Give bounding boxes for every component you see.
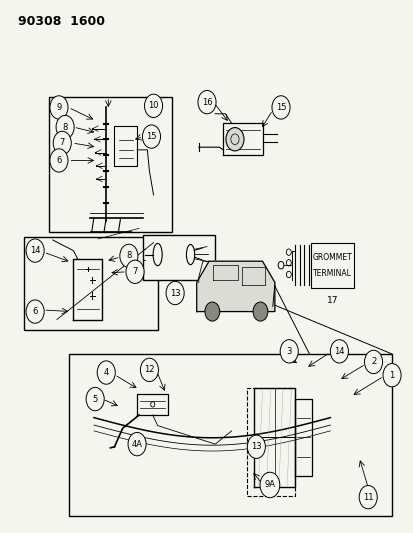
Circle shape	[271, 96, 290, 119]
Text: 14: 14	[333, 347, 344, 356]
Circle shape	[330, 340, 348, 363]
Circle shape	[26, 300, 44, 323]
Circle shape	[53, 131, 71, 155]
Circle shape	[144, 94, 162, 117]
Circle shape	[358, 486, 376, 509]
Circle shape	[86, 387, 104, 411]
Text: 13: 13	[169, 288, 180, 297]
FancyBboxPatch shape	[24, 237, 157, 330]
Text: 90308  1600: 90308 1600	[18, 14, 104, 28]
Text: 4: 4	[103, 368, 109, 377]
Text: 15: 15	[146, 132, 157, 141]
Text: 8: 8	[62, 123, 68, 132]
Circle shape	[126, 260, 144, 284]
Text: 3: 3	[286, 347, 291, 356]
Text: GROMMET: GROMMET	[312, 253, 351, 262]
Text: 10: 10	[148, 101, 159, 110]
FancyBboxPatch shape	[69, 354, 391, 516]
Circle shape	[204, 302, 219, 321]
Circle shape	[50, 96, 68, 119]
FancyBboxPatch shape	[114, 126, 137, 166]
Circle shape	[142, 125, 160, 148]
FancyBboxPatch shape	[143, 235, 215, 280]
Text: 6: 6	[32, 307, 38, 316]
Text: 11: 11	[362, 492, 373, 502]
Text: 6: 6	[56, 156, 62, 165]
Text: 14: 14	[30, 246, 40, 255]
Text: 16: 16	[201, 98, 212, 107]
Circle shape	[363, 350, 382, 374]
Text: TERMINAL: TERMINAL	[312, 269, 351, 278]
Circle shape	[197, 91, 216, 114]
FancyBboxPatch shape	[49, 97, 172, 232]
Text: 2: 2	[370, 358, 375, 367]
Circle shape	[119, 244, 138, 268]
Circle shape	[128, 432, 146, 456]
Circle shape	[97, 361, 115, 384]
Text: 13: 13	[250, 442, 261, 451]
Circle shape	[259, 472, 279, 498]
Circle shape	[50, 149, 68, 172]
Polygon shape	[196, 261, 274, 312]
Circle shape	[140, 358, 158, 382]
Text: 7: 7	[132, 268, 138, 276]
Text: 15: 15	[275, 103, 285, 112]
Text: 9A: 9A	[264, 480, 275, 489]
Circle shape	[166, 281, 184, 305]
Circle shape	[382, 364, 400, 387]
Text: 1: 1	[389, 370, 394, 379]
Text: 9: 9	[56, 103, 62, 112]
Text: 4A: 4A	[131, 440, 142, 449]
Text: 12: 12	[144, 366, 154, 374]
Text: 7: 7	[59, 139, 65, 148]
Circle shape	[252, 302, 267, 321]
Circle shape	[56, 115, 74, 139]
Text: 8: 8	[126, 252, 131, 261]
Circle shape	[225, 127, 243, 151]
FancyBboxPatch shape	[310, 243, 354, 288]
Circle shape	[280, 340, 298, 363]
Circle shape	[26, 239, 44, 262]
Circle shape	[247, 435, 265, 458]
Text: 17: 17	[326, 296, 337, 305]
Text: 5: 5	[92, 394, 97, 403]
